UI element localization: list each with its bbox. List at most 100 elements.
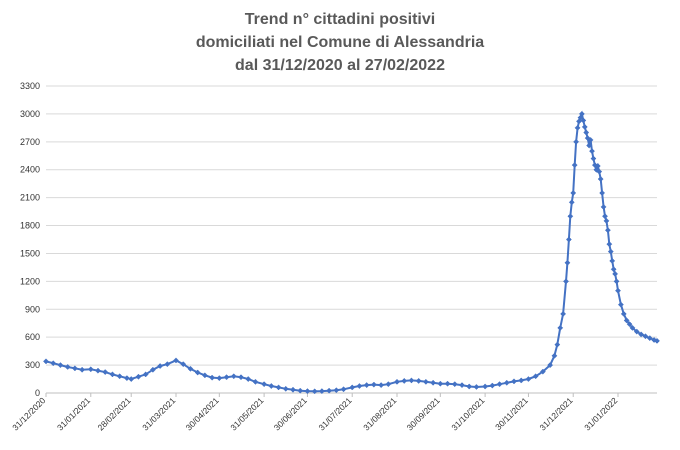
data-point <box>102 369 109 376</box>
data-point <box>370 381 377 388</box>
data-point <box>123 375 130 382</box>
data-point <box>326 387 333 394</box>
chart-title-line-2: domiciliati nel Comune di Alessandria <box>196 34 484 51</box>
x-tick-label: 31/07/2021 <box>316 395 353 432</box>
data-point <box>50 360 57 367</box>
data-point <box>64 363 71 370</box>
data-point <box>149 366 156 373</box>
data-point <box>282 385 289 392</box>
data-point <box>394 378 400 385</box>
data-point <box>573 138 580 145</box>
data-point <box>590 155 597 162</box>
data-point <box>209 374 216 381</box>
x-tick-label: 30/11/2021 <box>493 395 530 432</box>
data-point <box>157 363 164 369</box>
data-point <box>589 148 595 155</box>
data-point <box>551 352 558 359</box>
x-tick-label: 30/09/2021 <box>405 395 442 432</box>
data-point <box>596 168 603 175</box>
data-point <box>349 384 356 391</box>
x-tick-label: 31/01/2022 <box>582 395 619 432</box>
data-point <box>318 388 325 395</box>
data-point <box>623 317 630 324</box>
data-point <box>422 378 429 385</box>
data-point <box>116 373 123 380</box>
y-tick-label: 2700 <box>20 137 40 147</box>
x-tick-label: 30/04/2021 <box>184 395 221 432</box>
data-point <box>473 383 480 390</box>
data-point <box>87 366 94 373</box>
data-point <box>620 310 627 317</box>
x-tick-label: 31/08/2021 <box>361 395 398 432</box>
data-point <box>201 372 208 379</box>
data-point <box>173 357 179 364</box>
data-point <box>187 365 194 372</box>
data-point <box>180 361 187 368</box>
chart-title-line-1: Trend n° cittadini positivi <box>245 11 435 28</box>
data-point <box>79 366 86 373</box>
data-point <box>607 248 614 255</box>
data-point <box>574 124 581 131</box>
data-point <box>245 376 252 382</box>
data-point <box>567 213 574 220</box>
x-tick-label: 30/06/2021 <box>272 395 309 432</box>
data-point <box>600 203 607 210</box>
x-tick-label: 31/10/2021 <box>449 395 486 432</box>
data-point <box>604 227 611 234</box>
data-point <box>451 381 458 388</box>
series-line <box>45 110 658 393</box>
data-point <box>583 129 590 136</box>
data-point <box>496 381 503 388</box>
data-point <box>340 386 347 393</box>
data-point <box>135 373 142 380</box>
data-point <box>570 190 577 196</box>
gridlines <box>46 85 657 366</box>
data-point <box>586 142 593 149</box>
data-point <box>311 388 318 395</box>
data-point <box>613 278 620 285</box>
data-point <box>333 387 340 394</box>
data-point <box>57 362 64 369</box>
data-point <box>363 382 370 389</box>
data-point <box>606 241 613 248</box>
data-point <box>109 371 116 378</box>
data-point <box>216 375 223 382</box>
y-axis: 0 300 600 900 1200 1500 1800 2100 2400 2700 3000 33… <box>20 81 40 398</box>
data-point <box>603 217 610 224</box>
x-tick-label: 31/12/2020 <box>10 395 47 432</box>
data-series <box>43 110 660 395</box>
data-point <box>633 328 640 335</box>
data-point <box>539 368 546 375</box>
data-point <box>430 379 437 386</box>
data-point <box>612 270 619 277</box>
y-tick-label: 900 <box>25 304 40 314</box>
data-point <box>597 176 604 182</box>
data-point <box>609 257 616 264</box>
data-point <box>164 361 171 368</box>
data-point <box>444 380 451 387</box>
data-point <box>482 383 489 390</box>
y-tick-label: 1200 <box>20 276 40 286</box>
data-point <box>532 373 539 380</box>
data-point <box>142 371 149 378</box>
data-point <box>290 386 296 393</box>
data-point <box>615 287 621 294</box>
data-point <box>571 162 578 169</box>
data-point <box>415 377 422 384</box>
data-point <box>194 369 201 376</box>
x-axis: 31/12/2020 31/01/2021 28/02/2021 31/03/2021… <box>10 392 657 432</box>
data-point <box>568 199 575 206</box>
data-point <box>489 382 496 389</box>
data-point <box>593 166 600 173</box>
data-point <box>297 387 304 394</box>
data-point <box>626 321 633 328</box>
data-point <box>459 382 465 389</box>
chart-title: Trend n° cittadini positivi domiciliati … <box>196 11 484 74</box>
y-tick-label: 2400 <box>20 165 40 175</box>
data-point <box>581 123 588 130</box>
data-point <box>594 163 601 169</box>
data-point <box>401 377 408 384</box>
data-point <box>642 333 649 340</box>
